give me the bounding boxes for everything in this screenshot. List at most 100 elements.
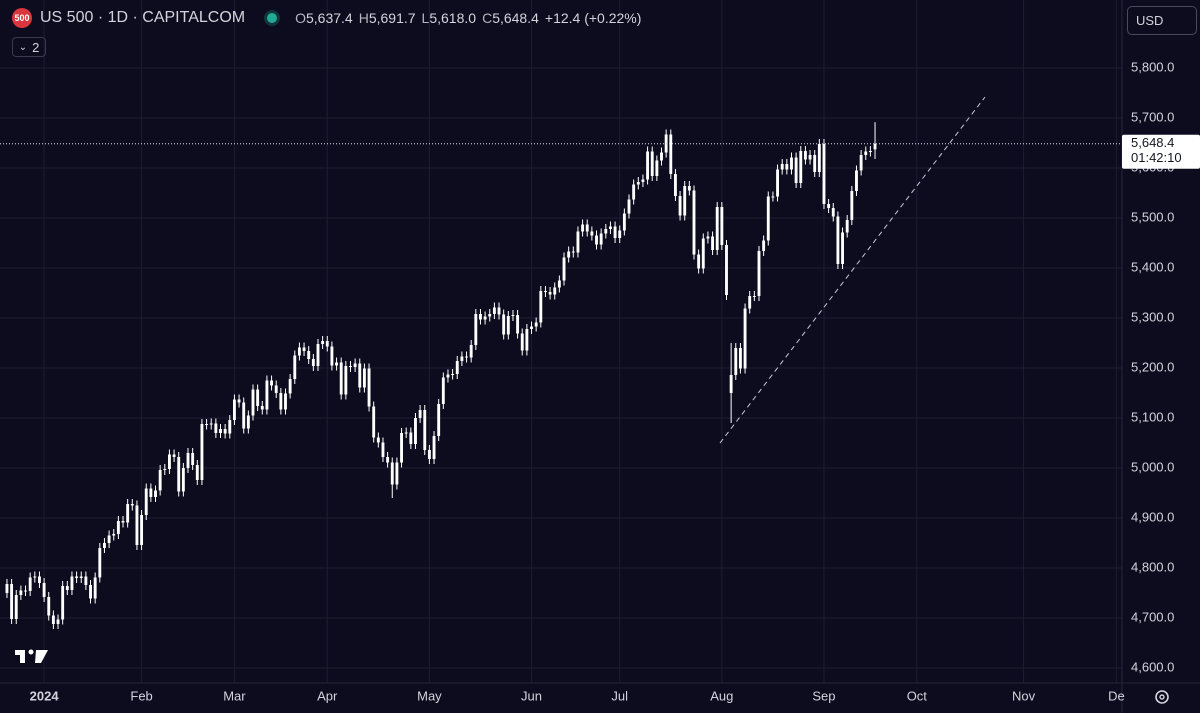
bar-countdown: 01:42:10: [1131, 150, 1182, 165]
candle-body: [451, 374, 455, 375]
candle-body: [265, 380, 269, 410]
candle-body: [367, 368, 371, 407]
candle-body: [506, 316, 510, 335]
y-tick-label: 4,900.0: [1131, 509, 1174, 524]
candle-body: [172, 454, 176, 457]
candle-body: [864, 151, 868, 155]
candle-body: [423, 410, 427, 450]
x-tick-label: 2024: [30, 688, 60, 703]
symbol-badge: 500: [12, 8, 32, 28]
x-tick-label: De: [1108, 688, 1125, 703]
x-tick-label: Jun: [521, 688, 542, 703]
candle-body: [576, 231, 580, 253]
candle-body: [757, 251, 761, 296]
candle-body: [362, 368, 366, 388]
candle-body: [669, 134, 673, 174]
candle-body: [817, 144, 821, 172]
candle-body: [855, 170, 858, 191]
candle-body: [79, 576, 83, 578]
candle-body: [400, 433, 403, 463]
x-tick-label: Sep: [812, 688, 835, 703]
candle-body: [381, 442, 385, 457]
ohlc-legend: O5,637.4 H5,691.7 L5,618.0 C5,648.4 +12.4 (+…: [295, 10, 641, 26]
candle-body: [697, 254, 701, 269]
candle-body: [98, 548, 102, 578]
candle-body: [502, 314, 506, 335]
candle-body: [288, 379, 292, 394]
candle-body: [84, 576, 88, 585]
candle-body: [822, 144, 826, 204]
candle-body: [232, 399, 236, 420]
candle-body: [418, 410, 422, 418]
candle-body: [553, 287, 557, 295]
candle-body: [409, 432, 413, 444]
candle-body: [358, 363, 362, 388]
candle-body: [725, 245, 728, 295]
candle-body: [465, 356, 468, 358]
x-tick-label: Oct: [907, 688, 928, 703]
x-tick-label: Jul: [611, 688, 628, 703]
candle-body: [831, 208, 835, 217]
symbol-header: 500 US 500 · 1D · CAPITALCOM O5,637.4 H5,…: [12, 8, 641, 28]
tv-logo: [15, 649, 48, 663]
candle-body: [339, 362, 343, 395]
candle-body: [483, 316, 487, 320]
indicators-toggle[interactable]: ⌄ 2: [12, 37, 46, 57]
candle-body: [720, 207, 724, 245]
currency-button[interactable]: USD: [1127, 6, 1197, 35]
candle-body: [492, 307, 496, 314]
candle-body: [19, 590, 23, 595]
ohlc-key: H: [358, 10, 369, 26]
candle-body: [302, 347, 306, 351]
candle-body: [121, 521, 125, 523]
candle-body: [794, 157, 798, 183]
candle-body: [441, 377, 445, 404]
candle-body: [270, 380, 274, 386]
candle-body: [762, 240, 766, 251]
candle-body: [544, 291, 547, 292]
candle-body: [177, 457, 181, 492]
candle-body: [140, 515, 144, 545]
candle-body: [195, 465, 199, 480]
candle-body: [274, 385, 278, 393]
candle-body: [715, 207, 719, 250]
candle-body: [325, 341, 329, 347]
candle-body: [130, 504, 134, 506]
candle-body: [10, 584, 14, 619]
candle-body: [200, 424, 204, 480]
grid: [0, 0, 1122, 683]
candle-body: [237, 399, 241, 403]
market-status: [267, 13, 278, 23]
settings-button[interactable]: [1155, 690, 1169, 704]
candle-body: [205, 424, 209, 425]
x-tick-label: May: [417, 688, 442, 703]
candle-body: [655, 160, 659, 176]
trend-line: [719, 96, 986, 444]
candle-body: [395, 462, 399, 485]
candle-body: [186, 453, 190, 468]
candle-body: [599, 233, 603, 245]
candle-body: [437, 404, 441, 436]
candle-body: [70, 576, 74, 590]
candle-body: [246, 415, 250, 429]
candle-body: [297, 347, 301, 356]
candle-body: [209, 423, 213, 425]
x-tick-label: Apr: [317, 688, 338, 703]
candle-body: [112, 534, 116, 536]
ohlc-value: 5,648.4: [492, 10, 539, 26]
candle-body: [65, 586, 69, 590]
ohlc-value: 5,637.4: [305, 10, 353, 26]
chart-title[interactable]: US 500 · 1D · CAPITALCOM: [40, 9, 246, 26]
candle-body: [307, 351, 311, 359]
candle-body: [251, 389, 255, 416]
y-tick-label: 5,200.0: [1131, 359, 1174, 374]
candle-body: [135, 505, 139, 545]
candle-body: [776, 169, 779, 197]
candle-body: [539, 291, 543, 323]
candle-body: [93, 577, 97, 599]
candle-body: [748, 296, 752, 309]
candle-body: [516, 315, 520, 334]
candle-body: [790, 157, 793, 170]
candle-body: [613, 226, 617, 238]
